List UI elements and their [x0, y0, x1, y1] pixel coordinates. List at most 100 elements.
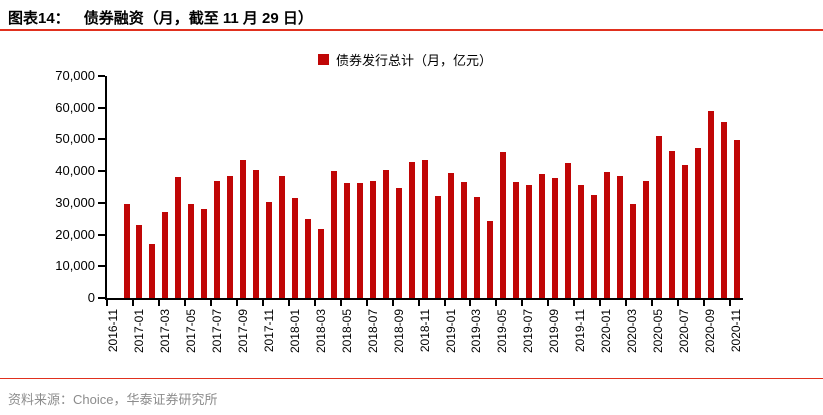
- x-axis-tick-label-text: 2016-11: [106, 309, 120, 353]
- x-axis-tick-label-text: 2020-01: [599, 309, 614, 354]
- bar-2020-04: [642, 181, 649, 298]
- x-axis-tick-mark: [132, 298, 134, 306]
- x-axis-tick-mark: [287, 298, 290, 306]
- x-axis-tick-label-text: 2020-11: [729, 309, 743, 353]
- x-axis-tick-mark: [573, 298, 576, 306]
- x-axis-tick-mark: [209, 298, 212, 306]
- x-axis-tick-mark: [547, 298, 550, 306]
- x-axis-tick-mark: [313, 298, 316, 306]
- x-axis-tick-label-text: 2020-03: [625, 309, 640, 354]
- bar-2019-01: [448, 173, 454, 298]
- y-axis-tick-mark: [98, 170, 105, 173]
- x-axis-tick-label-text: 2018-03: [313, 309, 328, 354]
- bar-2019-09: [551, 177, 558, 298]
- bar-2018-01: [292, 197, 299, 298]
- y-axis-tick-mark: [98, 233, 105, 236]
- bar-2018-09: [396, 188, 402, 298]
- bar-2017-06: [201, 208, 208, 298]
- bar-2020-08: [694, 148, 701, 298]
- bar-2020-09: [707, 111, 714, 298]
- y-axis-tick-label: 70,000: [55, 68, 95, 83]
- x-axis-tick-label-text: 2017-09: [235, 309, 250, 354]
- x-axis-tick-label-text: 2017-05: [183, 309, 198, 354]
- x-axis-tick-mark: [651, 298, 654, 306]
- x-axis-tick-label-text: 2019-07: [521, 309, 536, 354]
- x-axis-tick-label-text: 2020-05: [651, 309, 666, 354]
- bar-2020-07: [681, 164, 688, 298]
- x-axis-tick-mark: [261, 298, 264, 306]
- bar-2018-11: [422, 160, 428, 298]
- x-axis-tick-label-text: 2018-01: [287, 309, 302, 354]
- x-axis-tick-mark: [157, 298, 160, 306]
- x-axis-tick-mark: [183, 298, 186, 306]
- y-axis-tick-label: 10,000: [55, 258, 95, 274]
- caption-divider-rule: [0, 29, 823, 31]
- footer-divider-rule: [0, 378, 823, 379]
- x-axis-tick-label-text: 2018-11: [417, 309, 432, 353]
- bar-2020-10: [720, 122, 727, 298]
- x-axis-tick-mark: [417, 298, 420, 306]
- x-axis-tick-label-text: 2019-01: [443, 309, 458, 354]
- x-axis-tick-mark: [521, 298, 524, 306]
- x-axis-tick-label-text: 2019-03: [469, 309, 484, 354]
- x-axis-tick-label-text: 2019-05: [495, 309, 510, 354]
- x-axis-tick-mark: [365, 298, 368, 306]
- bar-2017-10: [253, 169, 260, 298]
- bar-2017-03: [162, 212, 169, 298]
- bar-2018-12: [435, 195, 441, 298]
- x-axis-tick-label-text: 2018-05: [339, 309, 354, 354]
- y-axis-tick-label: 50,000: [55, 131, 95, 147]
- x-axis-tick-label-text: 2019-09: [547, 309, 562, 354]
- bar-2019-07: [525, 184, 532, 298]
- bar-2019-05: [499, 152, 506, 298]
- x-axis-tick-label-text: 2017-11: [261, 309, 276, 353]
- bar-2020-01: [603, 172, 610, 298]
- y-axis-tick-mark: [98, 201, 105, 204]
- bar-2018-08: [383, 169, 390, 298]
- bar-2020-06: [668, 151, 675, 298]
- bar-2018-10: [409, 161, 415, 298]
- bar-2020-02: [616, 175, 623, 298]
- bar-2017-01: [136, 225, 143, 298]
- x-axis-tick-mark: [703, 298, 706, 306]
- bar-2018-06: [357, 182, 364, 298]
- x-axis-tick-mark: [729, 298, 731, 306]
- bar-2017-07: [214, 181, 221, 298]
- y-axis-tick-mark: [98, 297, 105, 299]
- bar-2018-03: [318, 228, 325, 298]
- x-axis-tick-mark: [391, 298, 394, 306]
- bar-chart-plot-area: 0 10,000 20,000 30,000 40,000 50,000 60,000 70,…: [55, 68, 743, 353]
- x-axis-tick-mark: [443, 298, 446, 306]
- x-axis-tick-mark: [625, 298, 628, 306]
- figure-title: 债券融资（月，截至 11 月 29 日）: [83, 10, 313, 27]
- legend-series-label: 债券发行总计（月，亿元）: [336, 53, 493, 68]
- bar-2019-03: [473, 196, 480, 298]
- bar-2019-06: [512, 182, 519, 298]
- bar-2020-03: [629, 203, 636, 298]
- bar-2018-05: [344, 182, 351, 298]
- figure-number: 图表14：: [8, 10, 70, 27]
- y-axis-tick-mark: [98, 138, 105, 141]
- x-axis-tick-mark: [235, 298, 238, 306]
- bar-2017-09: [240, 160, 247, 298]
- x-axis-tick-label-text: 2020-07: [677, 309, 692, 354]
- legend-marker-icon: [318, 54, 329, 65]
- x-axis-tick-label-text: 2019-11: [573, 309, 588, 353]
- bar-2019-04: [486, 220, 493, 298]
- x-axis-tick-mark: [106, 298, 108, 306]
- bar-2017-04: [175, 177, 182, 298]
- x-axis-tick-mark: [599, 298, 602, 306]
- bar-2018-02: [305, 218, 312, 298]
- bar-2017-11: [266, 202, 273, 298]
- y-axis-tick-mark: [98, 75, 105, 77]
- bar-2019-10: [564, 162, 571, 298]
- bar-2020-11: [733, 140, 740, 298]
- y-axis-tick-label: 60,000: [55, 99, 95, 115]
- bar-2020-05: [655, 136, 662, 298]
- bar-2019-02: [460, 181, 467, 298]
- x-axis-tick-mark: [469, 298, 472, 306]
- bar-2018-07: [370, 180, 377, 298]
- figure-caption: 图表14： 债券融资（月，截至 11 月 29 日）: [8, 7, 313, 28]
- bar-2019-12: [590, 194, 597, 298]
